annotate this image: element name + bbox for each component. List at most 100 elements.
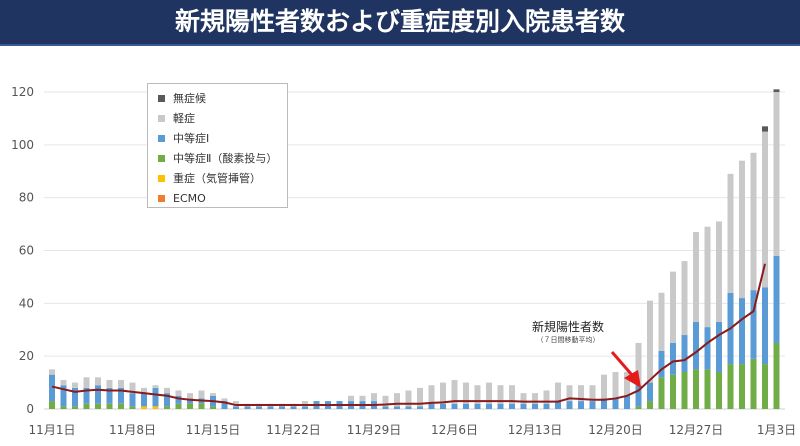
bar-segment (704, 327, 711, 370)
x-tick-label: 11月29日 (347, 423, 402, 437)
chart-title-banner: 新規陽性者数および重症度別入院患者数 (0, 0, 800, 46)
bar-segment (612, 372, 619, 399)
bar-segment (152, 406, 159, 409)
bar-segment (773, 89, 780, 92)
bar-segment (451, 379, 458, 404)
x-tick-label: 12月6日 (431, 423, 478, 437)
bar-segment (566, 385, 573, 402)
legend-label: ECMO (173, 191, 206, 205)
bar-segment (681, 261, 688, 336)
y-tick-label: 20 (19, 349, 34, 363)
bar-segment (762, 287, 768, 365)
bar-segment (118, 379, 124, 388)
bar-segment (187, 403, 193, 409)
bar-segment (773, 342, 780, 409)
bar-segment (497, 403, 504, 409)
bar-segment (612, 398, 619, 409)
bar-segment (394, 406, 400, 409)
bar-segment (670, 342, 676, 375)
bar-segment (394, 393, 400, 407)
bar-segment (497, 385, 504, 404)
bar-segment (175, 395, 182, 404)
bar-segment (750, 152, 757, 291)
bar-segment (72, 406, 78, 409)
bar-segment (532, 403, 538, 409)
bar-segment (118, 403, 124, 409)
legend-swatch (158, 134, 165, 142)
bar-segment (118, 387, 124, 404)
y-tick-label: 120 (11, 85, 34, 99)
bar-segment (187, 393, 193, 399)
bar-segment (635, 385, 642, 407)
bar-segment (267, 406, 274, 409)
x-tick-label: 12月27日 (669, 423, 724, 437)
bar-segment (658, 350, 665, 378)
y-tick-label: 100 (11, 138, 34, 152)
y-tick-label: 60 (19, 244, 34, 258)
bar-segment (83, 403, 90, 409)
bar-segment (359, 395, 366, 402)
bar-segment (417, 406, 423, 409)
bar-segment (589, 401, 596, 409)
bar-segment (681, 372, 688, 409)
bar-segment (72, 387, 78, 407)
bar-segment (704, 369, 711, 409)
legend-item: 中等症Ⅱ（酸素投与） (158, 148, 287, 168)
bar-segment (486, 403, 492, 409)
bar-segment (543, 403, 550, 409)
bar-segment (555, 382, 561, 402)
bar-segment (601, 398, 607, 409)
bar-segment (670, 374, 676, 409)
x-tick-label: 11月8日 (109, 423, 156, 437)
bar-segment (49, 369, 55, 375)
bar-segment (49, 374, 55, 402)
bar-segment (704, 226, 711, 328)
legend-label: 無症候 (173, 92, 206, 105)
y-tick-label: 40 (19, 296, 34, 310)
bar-segment (129, 382, 136, 394)
bar-segment (417, 387, 423, 407)
bar-segment (624, 372, 630, 396)
bar-segment (382, 406, 389, 409)
bar-segment (693, 369, 699, 409)
bar-segment (670, 271, 676, 343)
bar-segment (129, 393, 136, 407)
bar-segment (83, 377, 90, 388)
bar-segment (141, 393, 147, 407)
bar-segment (693, 321, 699, 370)
bar-segment (371, 393, 377, 402)
x-tick-label: 11月15日 (186, 423, 241, 437)
x-tick-label: 12月13日 (508, 423, 563, 437)
moving-average-line (51, 263, 766, 407)
bar-segment (198, 390, 205, 399)
bar-segment (589, 385, 596, 402)
bar-segment (601, 374, 607, 399)
bar-segment (463, 403, 469, 409)
legend-item: 重症（気管挿管） (158, 168, 287, 188)
bar-segment (106, 379, 113, 388)
bar-segment (532, 393, 538, 404)
x-tick-label: 12月20日 (588, 423, 643, 437)
bar-segment (164, 406, 170, 409)
bar-segment (428, 385, 435, 404)
bar-segment (566, 401, 573, 409)
legend-label: 中等症Ⅰ (173, 132, 210, 145)
y-tick-label: 0 (26, 402, 34, 416)
bar-segment (739, 298, 745, 365)
bar-segment (486, 382, 492, 404)
bar-segment (647, 401, 653, 409)
bar-segment (750, 358, 757, 409)
bar-segment (647, 382, 653, 402)
bar-segment (129, 406, 136, 409)
bar-segment (175, 403, 182, 409)
bar-segment (95, 403, 101, 409)
legend-label: 重症（気管挿管） (173, 172, 261, 185)
bar-segment (348, 395, 354, 402)
bar-segment (290, 406, 297, 409)
bar-segment (716, 321, 722, 373)
bar-segment (451, 403, 458, 409)
bar-segment (187, 398, 193, 404)
bar-segment (440, 382, 446, 404)
chart-title: 新規陽性者数および重症度別入院患者数 (174, 7, 625, 36)
